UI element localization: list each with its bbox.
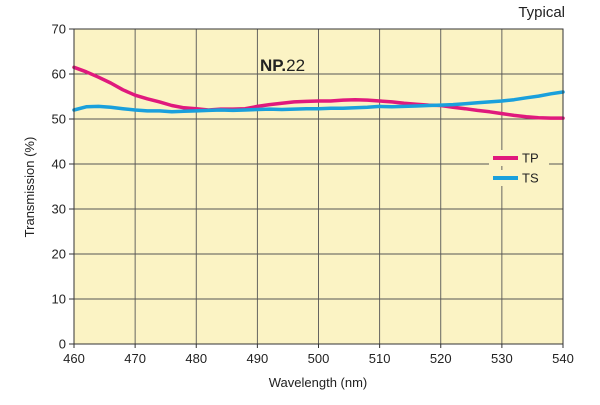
x-tick-label: 520 [430,351,452,366]
y-tick-label: 50 [52,112,66,127]
legend-label-ts: TS [522,171,539,186]
model-label-bold: NP. [260,56,286,75]
grid-lines [74,29,563,344]
x-tick-label: 480 [185,351,207,366]
model-label-number: 22 [286,56,305,75]
y-tick-label: 30 [52,202,66,217]
legend: TP TS [489,150,549,186]
y-tick-label: 0 [59,337,66,352]
legend-label-tp: TP [522,151,539,166]
x-tick-label: 500 [308,351,330,366]
x-tick-label: 490 [247,351,269,366]
x-tick-label: 460 [63,351,85,366]
model-label: NP.22 [260,56,305,75]
axis-ticks: 460 470 480 490 500 510 520 530 540 0 10 20 30 40 50 60… [52,22,574,367]
x-tick-label: 510 [369,351,391,366]
x-tick-label: 470 [124,351,146,366]
legend-item-bg [489,170,549,186]
series-line-ts [72,90,565,114]
series-line-tp [72,65,565,120]
x-axis-title: Wavelength (nm) [269,375,368,390]
typical-note: Typical [518,4,565,21]
y-tick-label: 60 [52,67,66,82]
x-tick-label: 540 [552,351,574,366]
legend-item-bg [489,150,549,166]
y-axis-title: Transmission (%) [22,137,37,238]
y-tick-label: 10 [52,292,66,307]
x-tick-label: 530 [491,351,513,366]
y-tick-label: 20 [52,247,66,262]
y-tick-label: 40 [52,157,66,172]
series-lines [72,65,565,120]
y-tick-label: 70 [52,22,66,37]
